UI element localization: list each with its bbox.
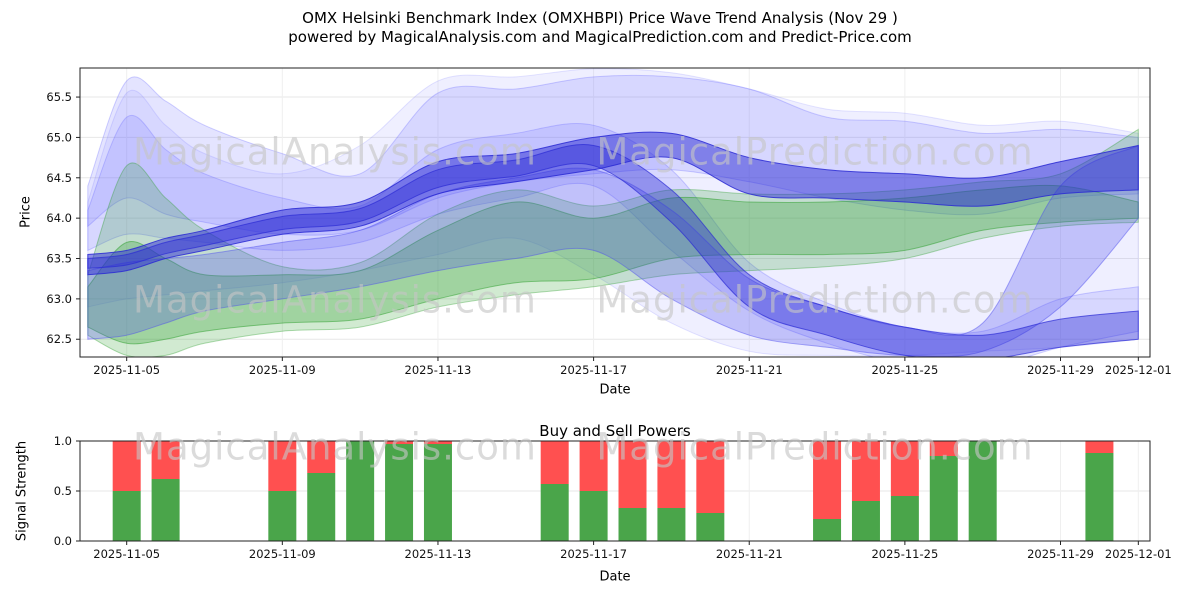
buy-bar — [151, 479, 180, 541]
date-axis-label-top: Date — [599, 382, 631, 398]
buy-bar — [851, 501, 880, 541]
buy-bar — [346, 441, 375, 541]
svg-text:2025-11-13: 2025-11-13 — [405, 547, 472, 561]
svg-text:2025-11-05: 2025-11-05 — [93, 363, 160, 377]
buy-bar — [307, 473, 336, 541]
svg-text:2025-11-17: 2025-11-17 — [560, 363, 627, 377]
price-axis-label: Price — [18, 196, 34, 228]
svg-text:2025-11-25: 2025-11-25 — [871, 547, 938, 561]
sell-bar — [307, 441, 336, 473]
buy-bar — [579, 491, 608, 541]
buy-bar — [813, 519, 842, 541]
date-axis-label-bottom: Date — [599, 569, 631, 585]
sell-bar — [890, 441, 919, 496]
figure-title-line2: powered by MagicalAnalysis.com and Magic… — [288, 28, 912, 46]
svg-text:2025-11-09: 2025-11-09 — [249, 547, 316, 561]
svg-text:2025-12-01: 2025-12-01 — [1105, 363, 1172, 377]
sell-bar — [657, 441, 686, 508]
signal-strength-axis-label: Signal Strength — [14, 440, 30, 542]
svg-text:2025-11-29: 2025-11-29 — [1027, 363, 1094, 377]
buy-bar — [890, 496, 919, 541]
buy-bar — [268, 491, 297, 541]
svg-text:63.5: 63.5 — [46, 252, 72, 266]
sell-bar — [385, 441, 414, 444]
sell-bar — [540, 441, 569, 484]
svg-text:62.5: 62.5 — [46, 332, 72, 346]
figure-title: OMX Helsinki Benchmark Index (OMXHBPI) P… — [0, 9, 1200, 47]
svg-text:65.0: 65.0 — [46, 130, 72, 144]
svg-text:2025-11-21: 2025-11-21 — [716, 363, 783, 377]
buy-bar — [968, 441, 997, 541]
buy-bar — [696, 513, 725, 541]
sell-bar — [579, 441, 608, 491]
svg-text:64.0: 64.0 — [46, 211, 72, 225]
buy-bar — [385, 444, 414, 541]
svg-text:65.5: 65.5 — [46, 90, 72, 104]
svg-text:0.5: 0.5 — [54, 484, 72, 498]
svg-text:1.0: 1.0 — [54, 434, 72, 448]
sell-bar — [929, 441, 958, 456]
buy-bar — [112, 491, 141, 541]
svg-text:2025-11-13: 2025-11-13 — [405, 363, 472, 377]
sell-bar — [423, 441, 452, 444]
svg-text:2025-11-17: 2025-11-17 — [560, 547, 627, 561]
figure-title-line1: OMX Helsinki Benchmark Index (OMXHBPI) P… — [302, 9, 898, 27]
buy-bar — [929, 456, 958, 541]
buy-bar — [423, 444, 452, 541]
svg-text:2025-11-09: 2025-11-09 — [249, 363, 316, 377]
sell-bar — [618, 441, 647, 508]
sell-bar — [151, 441, 180, 479]
sell-bar — [813, 441, 842, 519]
svg-text:2025-11-05: 2025-11-05 — [93, 547, 160, 561]
sell-bar — [268, 441, 297, 491]
svg-text:63.0: 63.0 — [46, 292, 72, 306]
buy-bar — [618, 508, 647, 541]
buy-bar — [657, 508, 686, 541]
svg-text:2025-11-29: 2025-11-29 — [1027, 547, 1094, 561]
sell-bar — [851, 441, 880, 501]
svg-text:2025-11-21: 2025-11-21 — [716, 547, 783, 561]
svg-text:2025-12-01: 2025-12-01 — [1105, 547, 1172, 561]
buy-bar — [540, 484, 569, 541]
buy-sell-chart-title: Buy and Sell Powers — [539, 422, 691, 440]
svg-text:2025-11-25: 2025-11-25 — [871, 363, 938, 377]
sell-bar — [112, 441, 141, 491]
sell-bar — [1085, 441, 1114, 453]
sell-bar — [696, 441, 725, 513]
buy-bar — [1085, 453, 1114, 541]
svg-text:64.5: 64.5 — [46, 171, 72, 185]
svg-text:0.0: 0.0 — [54, 534, 72, 548]
